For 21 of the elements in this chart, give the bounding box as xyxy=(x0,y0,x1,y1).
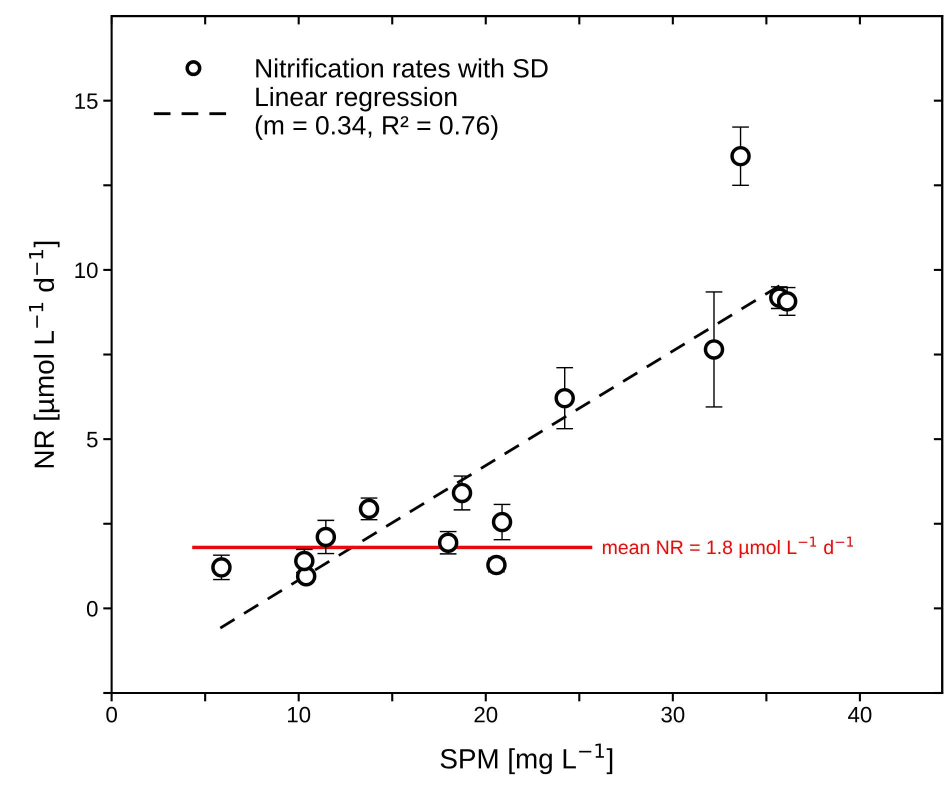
point xyxy=(554,388,575,408)
point xyxy=(452,482,472,504)
y-tick-label: 5 xyxy=(86,432,98,448)
legend-label: Nitrification rates with SD xyxy=(256,58,548,78)
x-tick-label: 20 xyxy=(474,706,498,723)
x-tick-label: 40 xyxy=(848,706,872,723)
legend-label: Linear regression (m = 0.34, R² = 0.76) xyxy=(256,86,498,140)
y-axis-title: NR [µmol L$^{−1}$ d$^{−1}$] xyxy=(28,242,60,468)
y-tick-label: 0 xyxy=(86,600,98,617)
point xyxy=(316,526,336,548)
x-tick-label: 10 xyxy=(288,706,310,723)
x-tick-label: 0 xyxy=(106,706,117,723)
point xyxy=(492,512,512,532)
y-tick-label: 10 xyxy=(75,262,98,278)
y-tick-label: 15 xyxy=(75,93,98,109)
point xyxy=(730,146,751,166)
x-tick-label: 30 xyxy=(661,706,684,723)
point xyxy=(704,339,724,360)
x-axis-title: SPM [mg L$^{−1}$] xyxy=(440,744,612,774)
annotation: mean NR = 1.8 µmol L$^{−1}$ d$^{−1}$ xyxy=(602,536,854,558)
point xyxy=(776,291,798,312)
